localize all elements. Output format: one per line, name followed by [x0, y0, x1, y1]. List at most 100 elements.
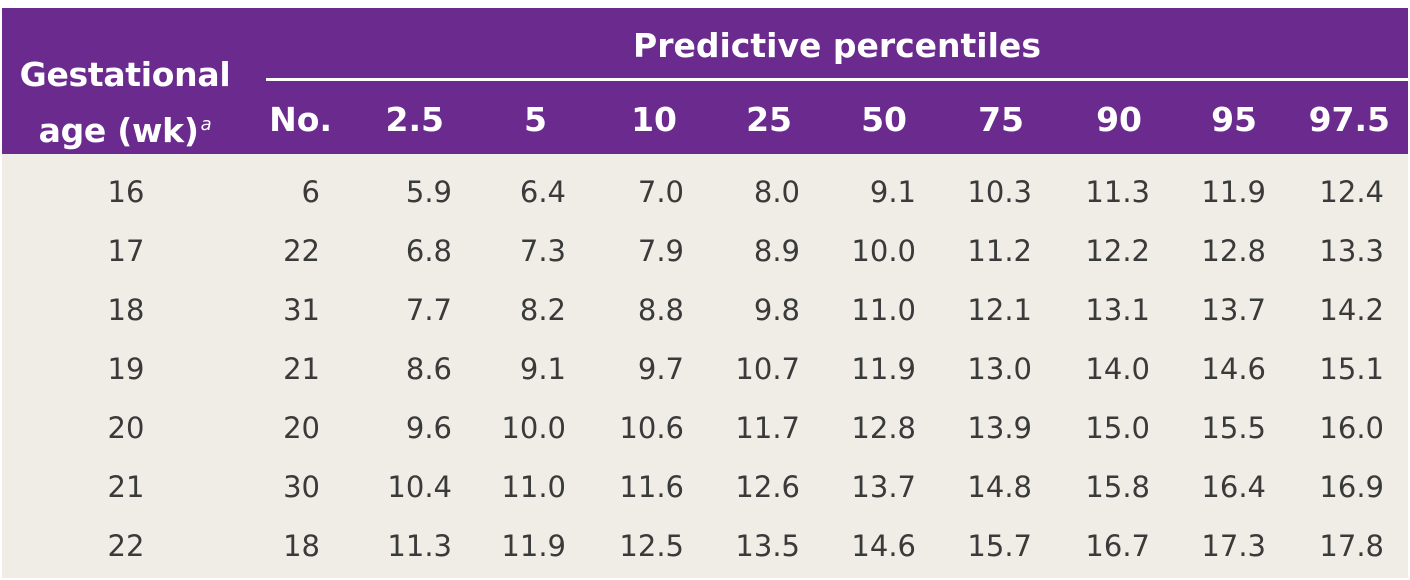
- percentile-cell: 14.0: [1085, 352, 1150, 386]
- percentile-cell: 11.2: [967, 234, 1032, 268]
- ga-label-line2: age (wk): [38, 111, 199, 150]
- table-row: 17 22 6.8 7.3 7.9 8.9 10.0 11.2 12.2 12.8 13.3: [2, 223, 1408, 281]
- percentile-cell: 12.5: [619, 529, 684, 563]
- gestational-age-cell: 22: [107, 529, 145, 563]
- column-header-p2_5: 2.5: [385, 100, 444, 139]
- column-header-p10: 10: [631, 100, 677, 139]
- percentile-cell: 12.8: [1201, 234, 1266, 268]
- percentile-cell: 9.6: [405, 411, 452, 445]
- count-cell: 22: [283, 234, 320, 268]
- count-cell: 30: [283, 470, 320, 504]
- predictive-percentiles-title: Predictive percentiles: [633, 26, 1041, 65]
- percentile-cell: 10.6: [619, 411, 684, 445]
- count-cell: 31: [283, 293, 320, 327]
- gestational-age-cell: 20: [107, 411, 145, 445]
- percentile-cell: 10.7: [735, 352, 800, 386]
- column-header-p90: 90: [1096, 100, 1142, 139]
- percentile-cell: 8.6: [405, 352, 452, 386]
- column-header-p95: 95: [1211, 100, 1257, 139]
- ga-footnote-marker: a: [200, 114, 212, 135]
- gestational-age-cell: 18: [107, 293, 145, 327]
- percentile-cell: 10.0: [851, 234, 916, 268]
- percentile-cell: 13.1: [1085, 293, 1150, 327]
- percentile-cell: 9.1: [869, 175, 916, 209]
- percentile-table: Gestational age (wk) a Predictive percent…: [2, 8, 1408, 578]
- table-row: 22 18 11.3 11.9 12.5 13.5 14.6 15.7 16.7 17.3 17.8: [2, 518, 1408, 576]
- percentile-cell: 13.0: [967, 352, 1032, 386]
- percentile-cell: 10.0: [501, 411, 566, 445]
- percentile-cell: 9.8: [753, 293, 800, 327]
- table-row: 19 21 8.6 9.1 9.7 10.7 11.9 13.0 14.0 14.6 15.1: [2, 341, 1408, 399]
- column-header-p97_5: 97.5: [1308, 100, 1390, 139]
- percentile-cell: 17.8: [1319, 529, 1384, 563]
- percentile-cell: 7.0: [637, 175, 684, 209]
- percentile-cell: 15.1: [1319, 352, 1384, 386]
- percentile-cell: 11.3: [1085, 175, 1150, 209]
- percentile-cell: 5.9: [405, 175, 452, 209]
- percentile-cell: 11.9: [501, 529, 566, 563]
- ga-label-line1: Gestational: [19, 55, 231, 94]
- count-cell: 21: [283, 352, 320, 386]
- percentile-cell: 11.9: [1201, 175, 1266, 209]
- percentile-cell: 7.3: [519, 234, 566, 268]
- table-row: 18 31 7.7 8.2 8.8 9.8 11.0 12.1 13.1 13.7 14.2: [2, 282, 1408, 340]
- gestational-age-header: Gestational age (wk) a: [14, 50, 236, 156]
- percentile-cell: 13.9: [967, 411, 1032, 445]
- percentile-cell: 9.7: [637, 352, 684, 386]
- gestational-age-cell: 17: [107, 234, 145, 268]
- table-row: 21 30 10.4 11.0 11.6 12.6 13.7 14.8 15.8 16.4 16.9: [2, 459, 1408, 517]
- percentile-cell: 13.7: [851, 470, 916, 504]
- percentile-cell: 12.4: [1319, 175, 1384, 209]
- percentile-cell: 8.0: [753, 175, 800, 209]
- percentile-cell: 11.7: [735, 411, 800, 445]
- percentile-cell: 12.2: [1085, 234, 1150, 268]
- percentile-cell: 9.1: [519, 352, 566, 386]
- percentile-cell: 15.5: [1201, 411, 1266, 445]
- gestational-age-cell: 19: [107, 352, 145, 386]
- count-cell: 20: [283, 411, 320, 445]
- column-header-p75: 75: [978, 100, 1024, 139]
- percentile-cell: 12.1: [967, 293, 1032, 327]
- percentile-cell: 15.0: [1085, 411, 1150, 445]
- percentile-cell: 13.7: [1201, 293, 1266, 327]
- percentile-cell: 16.0: [1319, 411, 1384, 445]
- percentile-cell: 14.6: [851, 529, 916, 563]
- percentile-cell: 12.8: [851, 411, 916, 445]
- percentile-cell: 15.8: [1085, 470, 1150, 504]
- percentile-cell: 16.7: [1085, 529, 1150, 563]
- table-row: 20 20 9.6 10.0 10.6 11.7 12.8 13.9 15.0 15.5 16.0: [2, 400, 1408, 458]
- percentile-cell: 13.5: [735, 529, 800, 563]
- table-header: Gestational age (wk) a Predictive percent…: [2, 8, 1408, 154]
- percentile-cell: 16.4: [1201, 470, 1266, 504]
- percentile-cell: 8.2: [519, 293, 566, 327]
- column-header-p50: 50: [861, 100, 907, 139]
- count-cell: 18: [283, 529, 320, 563]
- header-divider: [266, 78, 1408, 81]
- percentile-cell: 13.3: [1319, 234, 1384, 268]
- percentile-cell: 12.6: [735, 470, 800, 504]
- percentile-cell: 17.3: [1201, 529, 1266, 563]
- percentile-cell: 11.9: [851, 352, 916, 386]
- gestational-age-cell: 21: [107, 470, 145, 504]
- percentile-cell: 14.2: [1319, 293, 1384, 327]
- percentile-cell: 6.4: [519, 175, 566, 209]
- percentile-cell: 14.6: [1201, 352, 1266, 386]
- count-cell: 6: [301, 175, 320, 209]
- percentile-cell: 10.3: [967, 175, 1032, 209]
- column-header-no: No.: [269, 100, 332, 139]
- percentile-cell: 11.3: [387, 529, 452, 563]
- percentile-cell: 6.8: [405, 234, 452, 268]
- percentile-cell: 11.0: [501, 470, 566, 504]
- percentile-cell: 8.9: [753, 234, 800, 268]
- percentile-cell: 7.9: [637, 234, 684, 268]
- column-header-p25: 25: [746, 100, 792, 139]
- percentile-cell: 14.8: [967, 470, 1032, 504]
- percentile-cell: 11.0: [851, 293, 916, 327]
- percentile-cell: 16.9: [1319, 470, 1384, 504]
- percentile-cell: 8.8: [637, 293, 684, 327]
- percentile-cell: 7.7: [405, 293, 452, 327]
- percentile-cell: 10.4: [387, 470, 452, 504]
- percentile-cell: 11.6: [619, 470, 684, 504]
- table-row: 16 6 5.9 6.4 7.0 8.0 9.1 10.3 11.3 11.9 12.4: [2, 164, 1408, 222]
- percentile-cell: 15.7: [967, 529, 1032, 563]
